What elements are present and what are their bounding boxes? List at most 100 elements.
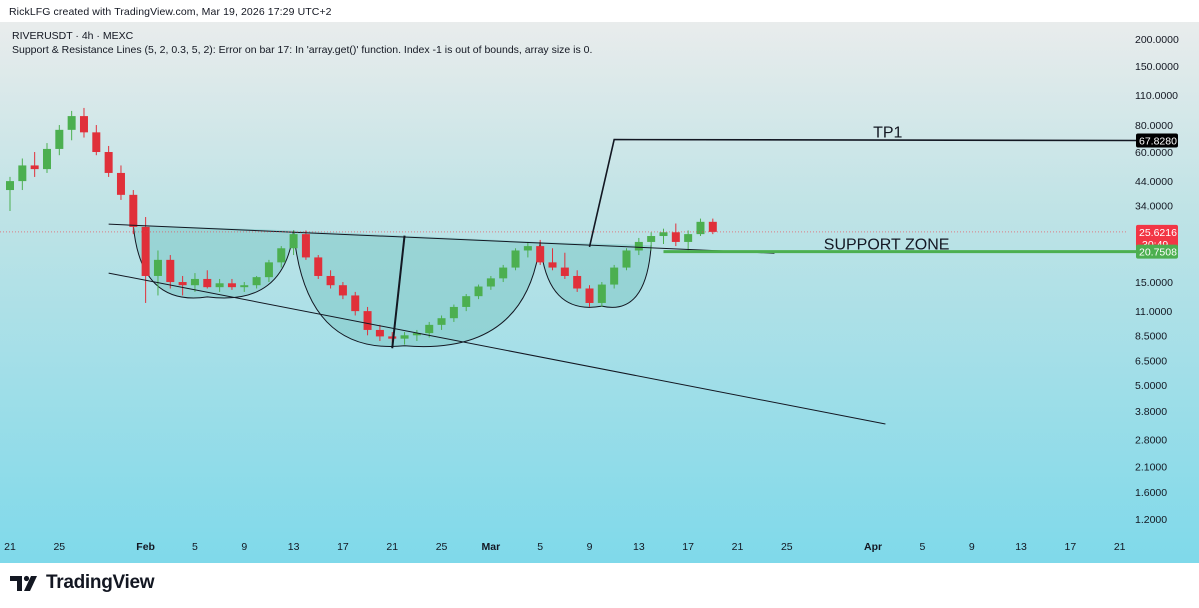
candle-body <box>363 311 372 330</box>
symbol-title[interactable]: RIVERUSDT · 4h · MEXC <box>12 30 134 42</box>
support-price-text: 20.7508 <box>1139 247 1177 259</box>
candle-body <box>585 288 594 303</box>
price-chart-svg[interactable]: 200.0000 150.0000 110.0000 80.0000 60.0000 44… <box>0 22 1199 563</box>
candle-body <box>659 232 668 237</box>
candle <box>696 218 705 237</box>
y-tick-label: 15.0000 <box>1135 277 1173 289</box>
cup-2-curve <box>293 230 541 348</box>
candle <box>412 329 421 341</box>
candle-body <box>560 267 569 276</box>
current-price-text: 25.6216 <box>1139 227 1177 239</box>
candle-body <box>671 232 680 242</box>
candle <box>215 278 224 292</box>
candle <box>597 282 606 307</box>
candle-body <box>116 172 125 195</box>
candle-body <box>227 283 236 288</box>
candle <box>153 250 162 296</box>
candle-body <box>166 259 175 283</box>
y-tick-label: 8.5000 <box>1135 330 1167 342</box>
candle-body <box>289 234 298 249</box>
indicator-error-text: Support & Resistance Lines (5, 2, 0.3, 5… <box>12 44 593 56</box>
x-tick-label: 5 <box>537 541 543 553</box>
neckline <box>108 223 775 254</box>
candle-body <box>277 248 286 263</box>
candle <box>104 145 113 177</box>
x-tick-label: 17 <box>337 541 349 553</box>
candle <box>141 217 150 303</box>
candle <box>129 190 138 235</box>
cup-2-fill <box>293 230 541 347</box>
price-axis-panel[interactable] <box>1127 22 1199 563</box>
depth-line <box>391 235 406 349</box>
candle <box>252 275 261 289</box>
candle-body <box>400 335 409 339</box>
candle-body <box>141 226 150 276</box>
x-tick-label: 21 <box>732 541 744 553</box>
candle-body <box>264 262 273 278</box>
candle-body <box>30 165 39 170</box>
candle-body <box>215 283 224 288</box>
candle-body <box>351 295 360 312</box>
candle-body <box>696 221 705 235</box>
candle-body <box>425 324 434 334</box>
candle <box>190 273 199 292</box>
x-tick-label: 9 <box>969 541 975 553</box>
candle-body <box>449 306 458 319</box>
x-tick-label: 21 <box>1114 541 1126 553</box>
support-zone-label: SUPPORT ZONE <box>824 237 950 254</box>
x-tick-label: 5 <box>192 541 198 553</box>
candle-body <box>104 152 113 173</box>
trend-lines <box>0 138 1139 425</box>
x-tick-label: 9 <box>587 541 593 553</box>
candle <box>30 152 39 177</box>
target-price-text: 67.8280 <box>1139 136 1177 148</box>
tradingview-logo-icon <box>10 575 37 591</box>
y-tick-label: 110.0000 <box>1135 90 1178 102</box>
x-tick-label: Feb <box>136 541 155 553</box>
x-tick-label: 21 <box>4 541 16 553</box>
candle <box>462 294 471 312</box>
tradingview-logo[interactable]: TradingView <box>10 571 155 595</box>
y-tick-label: 11.0000 <box>1135 306 1172 318</box>
y-tick-label: 150.0000 <box>1135 61 1179 73</box>
candle <box>573 270 582 292</box>
candle-body <box>240 285 249 288</box>
candle <box>375 324 384 341</box>
chart-credit: RickLFG created with TradingView.com, Ma… <box>9 6 332 18</box>
candle-body <box>462 296 471 307</box>
candle <box>536 239 545 265</box>
candle-body <box>42 148 51 170</box>
y-tick-label: 5.0000 <box>1135 380 1167 392</box>
tp1-label: TP1 <box>873 125 902 142</box>
tradingview-logo-text: TradingView <box>46 572 155 593</box>
y-tick-label: 60.0000 <box>1135 147 1173 159</box>
candle-body <box>153 259 162 276</box>
candle <box>116 165 125 200</box>
candle <box>166 255 175 289</box>
candle-body <box>597 284 606 303</box>
candle <box>708 218 717 235</box>
candle <box>314 255 323 279</box>
x-tick-label: 21 <box>386 541 398 553</box>
x-tick-label: 5 <box>919 541 925 553</box>
candle <box>449 304 458 322</box>
candle <box>277 246 286 268</box>
candle-body <box>6 181 14 191</box>
candle-body <box>684 234 693 242</box>
candle-body <box>499 267 508 279</box>
x-axis: 21 25 Feb 5 9 13 17 21 25 Mar 5 9 13 17 21 25 Apr 5 9 13 17 2… <box>4 541 1126 553</box>
x-tick-label: 17 <box>682 541 694 553</box>
candle <box>499 264 508 283</box>
y-tick-label: 34.0000 <box>1135 200 1173 212</box>
candle-body <box>178 282 187 286</box>
candle-body <box>326 275 335 286</box>
candle-body <box>536 246 545 263</box>
candle <box>264 259 273 283</box>
x-tick-label: 25 <box>53 541 65 553</box>
y-tick-label: 80.0000 <box>1135 120 1173 132</box>
candle-body <box>573 275 582 289</box>
candle-body <box>79 116 88 133</box>
x-tick-label: 13 <box>288 541 300 553</box>
chart-area[interactable]: 200.0000 150.0000 110.0000 80.0000 60.0000 44… <box>0 22 1199 563</box>
y-tick-label: 2.8000 <box>1135 434 1167 446</box>
